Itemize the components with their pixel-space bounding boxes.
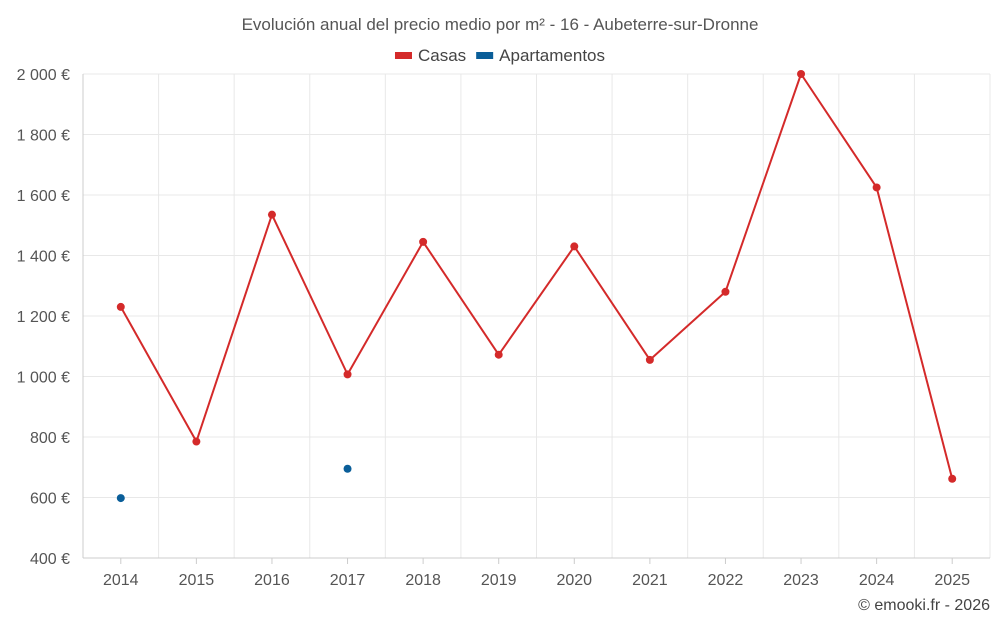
x-tick-label: 2017: [330, 572, 366, 589]
legend-label: Casas: [418, 46, 466, 65]
series-line: [119, 73, 954, 480]
data-point[interactable]: [419, 237, 428, 246]
series-apartamentos: [116, 464, 352, 503]
legend-swatch: [476, 52, 494, 59]
x-tick-label: 2021: [632, 572, 668, 589]
x-tick-label: 2019: [481, 572, 517, 589]
x-tick-label: 2018: [405, 572, 441, 589]
x-tick-label: 2014: [103, 572, 139, 589]
legend-item[interactable]: Casas: [394, 46, 466, 65]
y-tick-label: 1 800 €: [17, 128, 70, 145]
x-tick-label: 2020: [556, 572, 592, 589]
x-tick-label: 2015: [179, 572, 215, 589]
x-tick-label: 2016: [254, 572, 290, 589]
y-tick-label: 400 €: [30, 551, 70, 568]
data-point[interactable]: [116, 302, 125, 311]
data-point[interactable]: [116, 494, 125, 503]
series-casas: [116, 70, 957, 483]
x-axis: 2014 2015 2016 2017 2018 2019 2020 2021 2022 2023…: [103, 558, 970, 589]
series-layer: [116, 70, 957, 503]
x-tick-label: 2023: [783, 572, 819, 589]
y-tick-label: 1 000 €: [17, 370, 70, 387]
credit-text: © emooki.fr - 2026: [858, 597, 990, 614]
data-point[interactable]: [721, 287, 730, 296]
x-tick-label: 2025: [934, 572, 970, 589]
x-tick-label: 2022: [708, 572, 744, 589]
data-point[interactable]: [343, 464, 352, 473]
data-point[interactable]: [343, 370, 352, 379]
y-tick-label: 600 €: [30, 491, 70, 508]
legend-swatch: [394, 52, 412, 59]
y-tick-label: 1 200 €: [17, 309, 70, 326]
chart-title: Evolución anual del precio medio por m² …: [242, 15, 759, 34]
legend: Casas Apartamentos: [394, 46, 605, 65]
y-tick-label: 1 600 €: [17, 188, 70, 205]
data-point[interactable]: [192, 437, 201, 446]
data-point[interactable]: [267, 210, 276, 219]
data-point[interactable]: [494, 350, 503, 359]
x-tick-label: 2024: [859, 572, 895, 589]
legend-label: Apartamentos: [499, 46, 605, 65]
data-point[interactable]: [797, 70, 806, 78]
y-tick-label: 2 000 €: [17, 67, 70, 84]
legend-item[interactable]: Apartamentos: [476, 46, 605, 65]
data-point[interactable]: [570, 242, 579, 251]
y-axis: 400 € 600 € 800 € 1 000 € 1 200 € 1 400 € 1 60…: [17, 67, 70, 568]
y-tick-label: 1 400 €: [17, 249, 70, 266]
data-point[interactable]: [872, 183, 881, 192]
data-point[interactable]: [948, 474, 957, 483]
grid: [82, 73, 991, 559]
data-point[interactable]: [645, 355, 654, 364]
y-tick-label: 800 €: [30, 430, 70, 447]
